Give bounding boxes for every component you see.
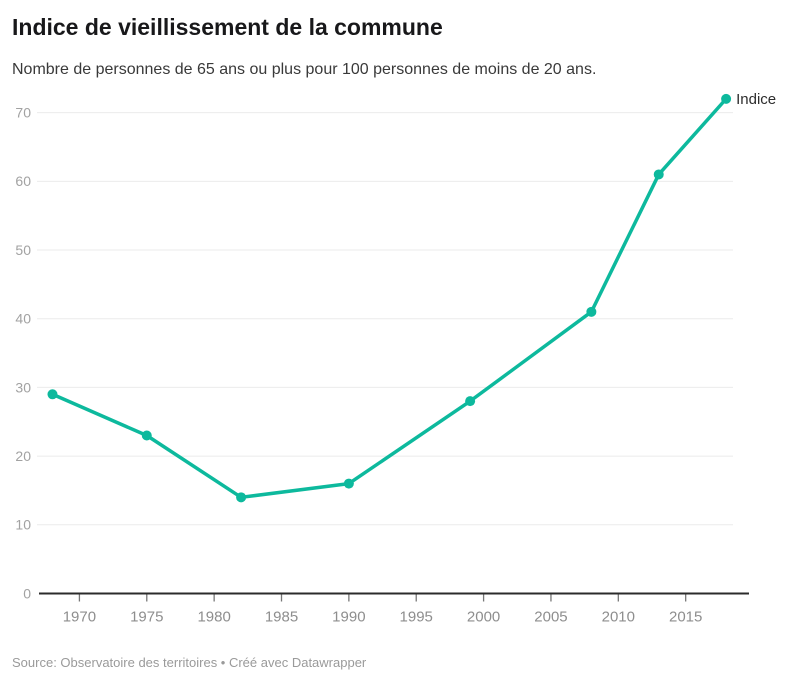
x-axis-tick-label: 2005 <box>534 608 567 625</box>
x-axis-tick-label: 2000 <box>467 608 500 625</box>
y-axis-tick-label: 40 <box>15 311 31 327</box>
series-label: Indice <box>736 91 776 108</box>
x-axis-tick-label: 1970 <box>63 608 96 625</box>
source-line: Source: Observatoire des territoires • C… <box>12 655 367 670</box>
data-point <box>141 430 152 441</box>
y-axis-tick-label: 60 <box>15 173 31 189</box>
data-point <box>586 306 597 317</box>
data-line-indice <box>50 97 728 500</box>
data-point <box>653 169 664 180</box>
data-point <box>47 389 58 400</box>
chart-subtitle: Nombre de personnes de 65 ans ou plus po… <box>12 61 597 78</box>
y-axis-tick-label: 20 <box>15 448 31 464</box>
y-axis-tick-label: 0 <box>23 585 31 601</box>
x-axis-tick-label: 2010 <box>602 608 635 625</box>
chart-title: Indice de vieillissement de la commune <box>12 14 443 40</box>
data-point <box>236 492 247 503</box>
data-point <box>465 396 476 407</box>
x-axis-tick-label: 1985 <box>265 608 298 625</box>
data-point <box>721 93 732 104</box>
x-axis-tick-label: 1995 <box>400 608 433 625</box>
y-axis-tick-label: 30 <box>15 379 31 395</box>
x-axis-tick-label: 1990 <box>332 608 365 625</box>
y-axis-tick-label: 50 <box>15 242 31 258</box>
x-axis-tick-label: 1975 <box>130 608 163 625</box>
x-axis-tick-label: 2015 <box>669 608 702 625</box>
y-axis-tick-label: 10 <box>15 517 31 533</box>
data-point <box>343 478 354 489</box>
y-axis-tick-label: 70 <box>15 105 31 121</box>
x-axis-tick-label: 1980 <box>197 608 230 625</box>
